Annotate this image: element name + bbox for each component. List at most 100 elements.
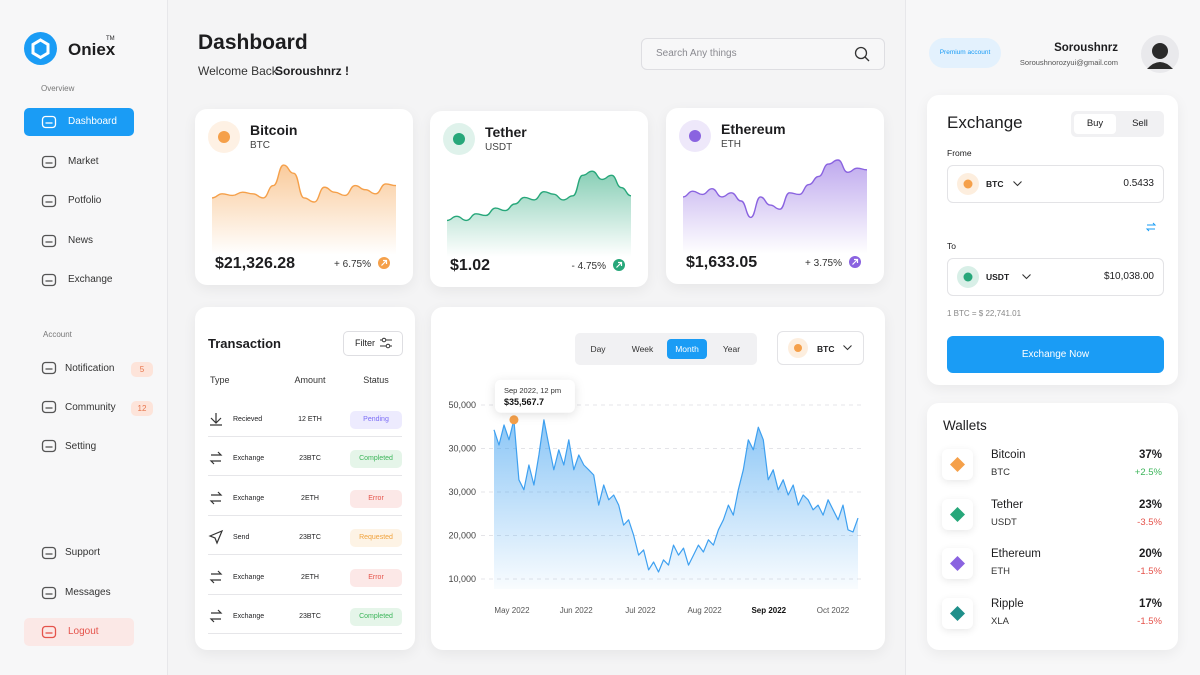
- row-divider: [208, 554, 402, 556]
- coin-icon: [957, 173, 979, 195]
- coin-icon-glyph: [218, 131, 230, 143]
- row-icon: [209, 491, 223, 505]
- chevron: [843, 345, 852, 351]
- sparkline-line: [682, 159, 868, 219]
- icon-shape: [209, 491, 223, 505]
- menu-icon: [41, 586, 57, 599]
- exchange-button[interactable]: Exchange Now: [947, 336, 1164, 373]
- row-icon: [209, 609, 223, 623]
- change-icon: [849, 256, 861, 268]
- swap-icon: [1145, 222, 1157, 232]
- amount-field[interactable]: [947, 258, 1164, 296]
- icon-shape: [843, 345, 852, 351]
- tooltip-box: [494, 379, 575, 413]
- row-status: Completed: [359, 613, 393, 620]
- toggle-option[interactable]: Sell: [1132, 118, 1148, 129]
- change-icon: [613, 259, 625, 271]
- status-pill: [350, 608, 402, 626]
- filter-icon: [380, 337, 392, 349]
- menu-icon: [41, 625, 57, 639]
- period-tab[interactable]: Month: [667, 339, 707, 359]
- coin-icon-glyph: [963, 272, 973, 282]
- avatar-head: [1152, 43, 1168, 59]
- menu-badge: 5: [131, 362, 153, 377]
- coin-card[interactable]: Bitcoin BTC $21,326.28 + 6.75%: [195, 109, 413, 285]
- period-tab[interactable]: Week: [631, 344, 654, 354]
- price-line: [493, 419, 859, 573]
- y-tick-label: 30,000: [448, 444, 476, 454]
- icon-shape: [209, 451, 223, 465]
- icon-shape: [209, 609, 223, 623]
- menu-label: Community: [65, 402, 116, 414]
- toggle-option[interactable]: Buy: [1074, 114, 1116, 134]
- row-amount: 12 ETH: [298, 416, 322, 423]
- row-icon: [209, 451, 223, 465]
- menu-label: Messages: [65, 586, 111, 598]
- row-divider: [208, 593, 402, 595]
- icon-shape: [41, 546, 57, 560]
- wallet-change: -1.5%: [1137, 615, 1162, 627]
- sparkline: [446, 170, 632, 257]
- icon-shape: [41, 155, 57, 168]
- period-tab[interactable]: Year: [722, 344, 741, 354]
- wallet-symbol: XLA: [991, 615, 1009, 627]
- field-label: Frome: [947, 148, 972, 158]
- wallet-share: 20%: [1138, 548, 1162, 560]
- row-amount: 23BTC: [299, 613, 321, 620]
- change-icon: [378, 257, 390, 269]
- status-pill: [350, 450, 402, 469]
- coin-card[interactable]: Tether USDT $1.02 - 4.75%: [430, 111, 648, 287]
- brand-name: Oniex: [68, 40, 116, 59]
- field-label: To: [947, 241, 956, 251]
- coin-price: $1,633.05: [686, 254, 758, 271]
- search-box[interactable]: [641, 38, 885, 70]
- wallet-icon: [950, 506, 965, 522]
- status-pill: [350, 489, 402, 508]
- row-type: Send: [233, 534, 250, 542]
- icon-shape: [381, 337, 387, 343]
- brand-mark: TM: [106, 36, 115, 42]
- y-tick-label: 30,000: [448, 487, 476, 497]
- coin-icon: [679, 120, 711, 152]
- menu-icon: [41, 194, 57, 208]
- section-label: Account: [43, 330, 72, 339]
- wallet-glyph: [950, 605, 965, 621]
- wallet-symbol: ETH: [991, 566, 1010, 577]
- logo-hex: [31, 38, 50, 60]
- coin-icon-glyph: [794, 344, 802, 352]
- row-status: Completed: [359, 455, 393, 463]
- menu-label: Support: [65, 547, 101, 558]
- column-header: Amount: [294, 375, 326, 385]
- period-tab[interactable]: Day: [590, 344, 606, 354]
- menu-label: Dashboard: [68, 116, 117, 127]
- coin-card[interactable]: Ethereum ETH $1,633.05 + 3.75%: [666, 108, 884, 284]
- row-icon: [208, 530, 224, 545]
- row-amount: 2ETH: [301, 573, 319, 581]
- row-divider: [208, 633, 402, 634]
- sparkline: [682, 159, 868, 254]
- coin-symbol: BTC: [250, 140, 270, 151]
- icon-shape: [1013, 181, 1022, 187]
- icon-shape: [41, 234, 57, 247]
- amount-field[interactable]: [947, 165, 1164, 203]
- x-tick-label: Oct 2022: [817, 606, 850, 615]
- row-divider: [208, 436, 402, 437]
- premium-badge: Premium account: [929, 38, 1001, 68]
- filter-button[interactable]: [343, 331, 403, 356]
- row-status: Requested: [359, 534, 393, 542]
- menu-icon: [41, 440, 57, 453]
- card-title: Transaction: [208, 336, 281, 351]
- profile-name: Soroushnrz: [1054, 42, 1118, 54]
- row-amount: 2ETH: [301, 494, 319, 502]
- coin-label: USDT: [986, 272, 1010, 282]
- coin-select[interactable]: [777, 331, 864, 365]
- menu-icon: [41, 361, 57, 375]
- menu-label: News: [68, 234, 94, 246]
- amount-value: 0.5433: [1123, 178, 1154, 189]
- coin-price: $21,326.28: [215, 255, 296, 272]
- menu-icon: [41, 234, 57, 247]
- sparkline-line: [211, 164, 397, 203]
- menu-label: Notification: [65, 363, 115, 374]
- wallet-glyph: [950, 457, 965, 472]
- sparkline-area: [683, 160, 867, 254]
